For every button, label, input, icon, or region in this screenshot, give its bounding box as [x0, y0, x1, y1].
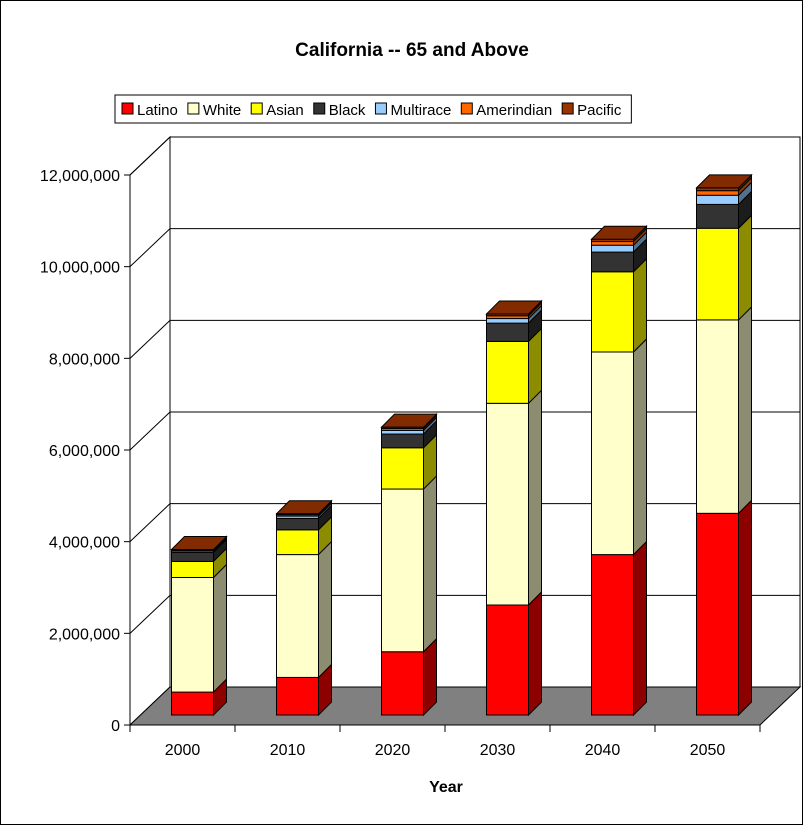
legend-label: Black	[329, 102, 366, 119]
x-tick-label: 2000	[165, 742, 201, 759]
bar-segment	[591, 251, 634, 273]
gridline	[129, 503, 800, 543]
y-tick-label: 12,000,000	[40, 168, 120, 185]
bar-segment	[486, 340, 529, 404]
legend-label: Latino	[137, 102, 178, 119]
bars	[170, 173, 753, 717]
bar-side	[423, 474, 437, 653]
bar-segment	[591, 244, 634, 253]
legend-box	[114, 94, 632, 124]
y-tick-label: 10,000,000	[40, 260, 120, 277]
bar-segment	[591, 351, 634, 556]
gridline	[129, 136, 800, 176]
bar-segment	[276, 676, 319, 716]
bar-segment	[696, 512, 739, 716]
legend-swatch	[460, 102, 473, 115]
bar-segment	[696, 194, 739, 205]
x-tick-label: 2030	[480, 742, 516, 759]
bar-side	[318, 540, 332, 679]
chart-title: California -- 65 and Above	[295, 40, 529, 61]
bar-top	[485, 300, 543, 315]
bar-top	[380, 413, 438, 428]
bar-side	[738, 499, 752, 717]
gridline	[129, 228, 800, 268]
legend-label: White	[203, 102, 241, 119]
bar-segment	[486, 604, 529, 716]
bar-segment	[486, 322, 529, 342]
bar-segment	[381, 488, 424, 653]
y-tick-label: 8,000,000	[49, 351, 120, 368]
bar-segment	[171, 560, 214, 578]
y-tick-label: 2,000,000	[49, 626, 120, 643]
bar-segment	[381, 429, 424, 435]
legend: Latino White Asian Black Multirace Amerindian…	[114, 94, 632, 124]
x-axis-title: Year	[429, 779, 463, 796]
bar-segment	[591, 554, 634, 716]
legend-label: Amerindian	[476, 102, 552, 119]
legend-swatch	[561, 102, 574, 115]
legend-label: Asian	[266, 102, 304, 119]
y-tick-label: 0	[111, 718, 120, 735]
bar-segment	[276, 554, 319, 678]
bar-side	[528, 389, 542, 607]
gridline	[129, 411, 800, 451]
bar-top	[170, 536, 228, 551]
bar-segment	[696, 227, 739, 321]
bar-segment	[486, 402, 529, 606]
bar-segment	[381, 433, 424, 449]
bar-top	[590, 225, 648, 240]
bar-segment	[381, 651, 424, 716]
y-axis: 0 2,000,000 4,000,000 6,000,000 8,000,000 10,…	[40, 168, 131, 735]
bar-segment	[171, 691, 214, 716]
bar-segment	[696, 203, 739, 229]
bar-segment	[591, 271, 634, 353]
x-tick-label: 2050	[690, 742, 726, 759]
bar-side	[738, 305, 752, 515]
x-tick-label: 2020	[375, 742, 411, 759]
gridline	[129, 319, 800, 359]
bar-top	[695, 174, 753, 189]
bar-side	[738, 214, 752, 322]
bar-segment	[381, 447, 424, 490]
legend-swatch	[121, 102, 134, 115]
bar-side	[528, 590, 542, 717]
legend-swatch	[313, 102, 326, 115]
bar-top	[275, 500, 333, 515]
gridline	[129, 594, 800, 634]
x-tick-label: 2040	[585, 742, 621, 759]
bar-side	[213, 563, 227, 694]
y-tick-label: 6,000,000	[49, 443, 120, 460]
legend-label: Multirace	[390, 102, 451, 119]
bar-segment	[276, 517, 319, 531]
y-tick-label: 4,000,000	[49, 535, 120, 552]
legend-swatch	[187, 102, 200, 115]
bar-segment	[276, 529, 319, 556]
bar-segment	[486, 318, 529, 324]
bar-segment	[171, 551, 214, 562]
bar-segment	[171, 577, 214, 693]
bar-segment	[696, 190, 739, 196]
legend-swatch	[250, 102, 263, 115]
legend-swatch	[374, 102, 387, 115]
x-tick-label: 2010	[270, 742, 306, 759]
bar-side	[633, 257, 647, 354]
bar-segment	[696, 319, 739, 514]
legend-label: Pacific	[577, 102, 622, 119]
bar-side	[633, 337, 647, 556]
x-axis: 2000 2010 2020 2030 2040 2050	[129, 724, 761, 759]
bar-side	[633, 540, 647, 717]
bar-segment	[591, 241, 634, 246]
gridlines	[129, 136, 800, 634]
